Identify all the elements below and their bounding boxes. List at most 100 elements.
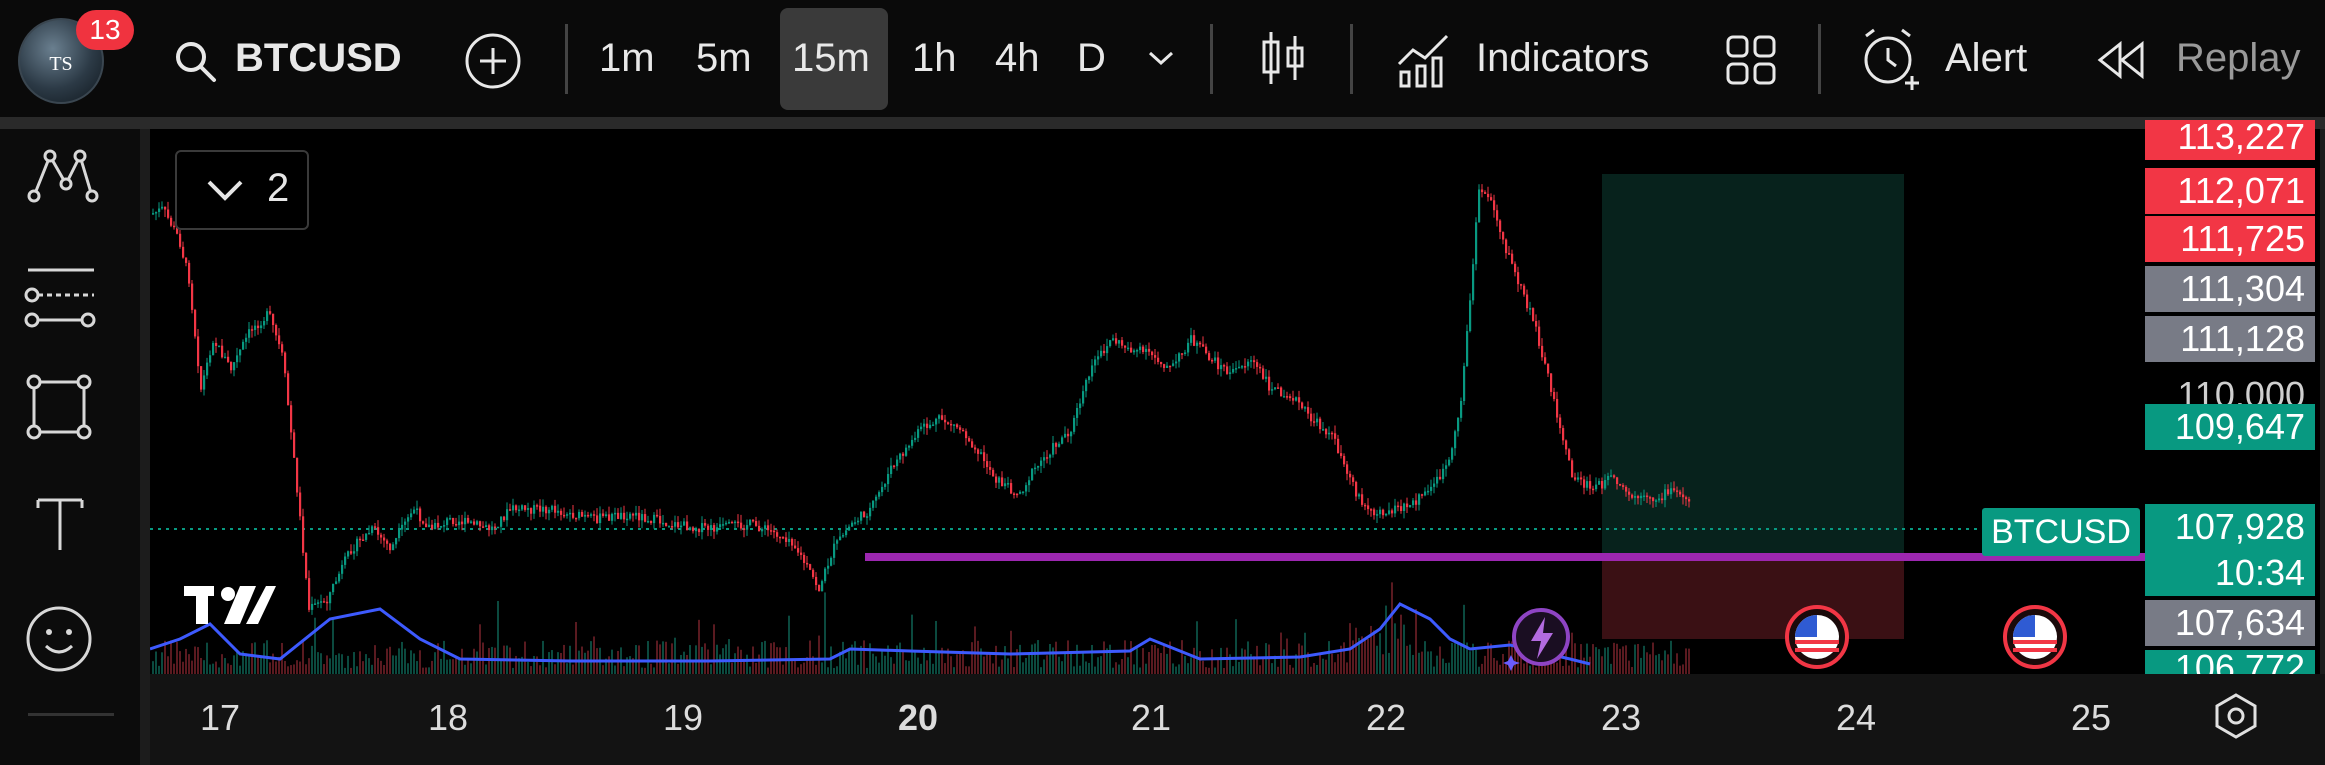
- volume-bar: [1430, 651, 1432, 674]
- volume-bar: [812, 656, 814, 674]
- candlestick-chart-type-icon[interactable]: [1258, 28, 1308, 93]
- candle-body: [299, 492, 302, 517]
- timeframe-5m[interactable]: 5m: [696, 36, 752, 80]
- time-axis[interactable]: [150, 674, 2325, 765]
- candle-body: [287, 373, 290, 406]
- volume-bar: [1589, 656, 1591, 674]
- volume-bar: [287, 666, 289, 674]
- rewind-icon[interactable]: [2096, 40, 2148, 85]
- rectangle-tool-icon[interactable]: [24, 372, 94, 447]
- tradingview-logo: [184, 582, 276, 633]
- volume-bar: [164, 640, 166, 674]
- candle-body: [1400, 506, 1403, 511]
- volume-bar: [1109, 644, 1111, 674]
- alarm-clock-icon[interactable]: [1858, 26, 1924, 97]
- replay-button[interactable]: Replay: [2176, 36, 2301, 80]
- candle-body: [962, 429, 965, 432]
- candle-body: [230, 361, 233, 371]
- search-icon[interactable]: [172, 38, 218, 89]
- volume-bar: [1529, 665, 1531, 674]
- candle-body: [1646, 495, 1649, 498]
- candle-body: [1148, 348, 1151, 352]
- volume-bar: [1019, 644, 1021, 674]
- candle-body: [1247, 361, 1250, 367]
- long-position-profit-zone[interactable]: [1602, 174, 1904, 557]
- timeframe-4h[interactable]: 4h: [995, 36, 1040, 80]
- fib-retracement-tool-icon[interactable]: [24, 262, 98, 333]
- indicators-button[interactable]: Indicators: [1476, 36, 1650, 80]
- settings-hexagon-icon[interactable]: [2212, 692, 2260, 745]
- layout-grid-icon[interactable]: [1725, 34, 1777, 91]
- candle-body: [1568, 449, 1571, 461]
- volume-bar: [1304, 632, 1306, 674]
- candle-body: [1010, 483, 1013, 494]
- trend-line-tool-icon[interactable]: [26, 144, 100, 213]
- candle-body: [1382, 509, 1385, 516]
- volume-bar: [1124, 640, 1126, 674]
- volume-bar: [338, 653, 340, 674]
- volume-bars: [152, 582, 1690, 674]
- candle-body: [200, 366, 203, 390]
- long-position-stop-zone[interactable]: [1602, 557, 1904, 639]
- price-chart[interactable]: [150, 129, 2320, 674]
- volume-bar: [554, 664, 556, 674]
- volume-bar: [1532, 658, 1534, 674]
- candle-body: [1292, 398, 1295, 401]
- volume-bar: [182, 661, 184, 674]
- candle-body: [473, 521, 476, 525]
- alert-button[interactable]: Alert: [1945, 36, 2028, 80]
- chart-canvas[interactable]: [150, 129, 2320, 674]
- volume-bar: [1106, 648, 1108, 674]
- candle-body: [761, 528, 764, 532]
- volume-bar: [935, 620, 937, 674]
- volume-bar: [221, 654, 223, 674]
- candle-body: [923, 423, 926, 427]
- candle-body: [623, 512, 626, 520]
- volume-bar: [1355, 627, 1357, 674]
- candle-body: [1190, 335, 1193, 343]
- volume-bar: [191, 660, 193, 674]
- timeframe-1h[interactable]: 1h: [912, 36, 957, 80]
- volume-bar: [1604, 647, 1606, 674]
- emoji-tool-icon[interactable]: [24, 604, 94, 679]
- text-tool-icon[interactable]: [30, 494, 90, 559]
- volume-bar: [305, 664, 307, 674]
- indicator-collapse-toggle[interactable]: 2: [175, 150, 309, 230]
- symbol-search-button[interactable]: BTCUSD: [235, 36, 402, 80]
- candle-body: [1112, 338, 1115, 341]
- volume-bar: [1364, 640, 1366, 674]
- us-flag-event-icon[interactable]: [2002, 604, 2068, 675]
- candle-body: [1154, 355, 1157, 358]
- lightning-event-icon[interactable]: [1503, 603, 1573, 678]
- candle-body: [1091, 365, 1094, 377]
- volume-bar: [1229, 654, 1231, 674]
- candle-body: [1007, 483, 1010, 485]
- volume-bar: [605, 658, 607, 674]
- timeframe-d[interactable]: D: [1077, 36, 1106, 80]
- us-flag-event-icon[interactable]: [1784, 604, 1850, 675]
- candle-body: [1445, 465, 1448, 469]
- candle-body: [1451, 448, 1454, 460]
- chevron-down-icon[interactable]: [1146, 48, 1176, 73]
- volume-bar: [422, 667, 424, 674]
- volume-bar: [686, 654, 688, 674]
- candle-body: [410, 513, 413, 518]
- volume-bar: [392, 655, 394, 674]
- volume-bar: [1226, 647, 1228, 674]
- candle-body: [260, 325, 263, 329]
- candle-body: [1001, 477, 1004, 487]
- timeframe-15m[interactable]: 15m: [792, 36, 870, 80]
- volume-bar: [1289, 664, 1291, 674]
- add-symbol-icon[interactable]: [464, 32, 522, 95]
- indicators-icon[interactable]: [1395, 30, 1453, 93]
- time-axis-label: 17: [200, 697, 241, 738]
- toolbar-divider: [1210, 24, 1213, 94]
- candle-body: [884, 484, 887, 487]
- volume-bar: [404, 648, 406, 674]
- timeframe-1m[interactable]: 1m: [599, 36, 655, 80]
- candle-body: [482, 526, 485, 528]
- candle-body: [503, 516, 506, 521]
- volume-bar: [473, 648, 475, 674]
- support-line[interactable]: [865, 553, 2195, 561]
- candle-body: [959, 427, 962, 430]
